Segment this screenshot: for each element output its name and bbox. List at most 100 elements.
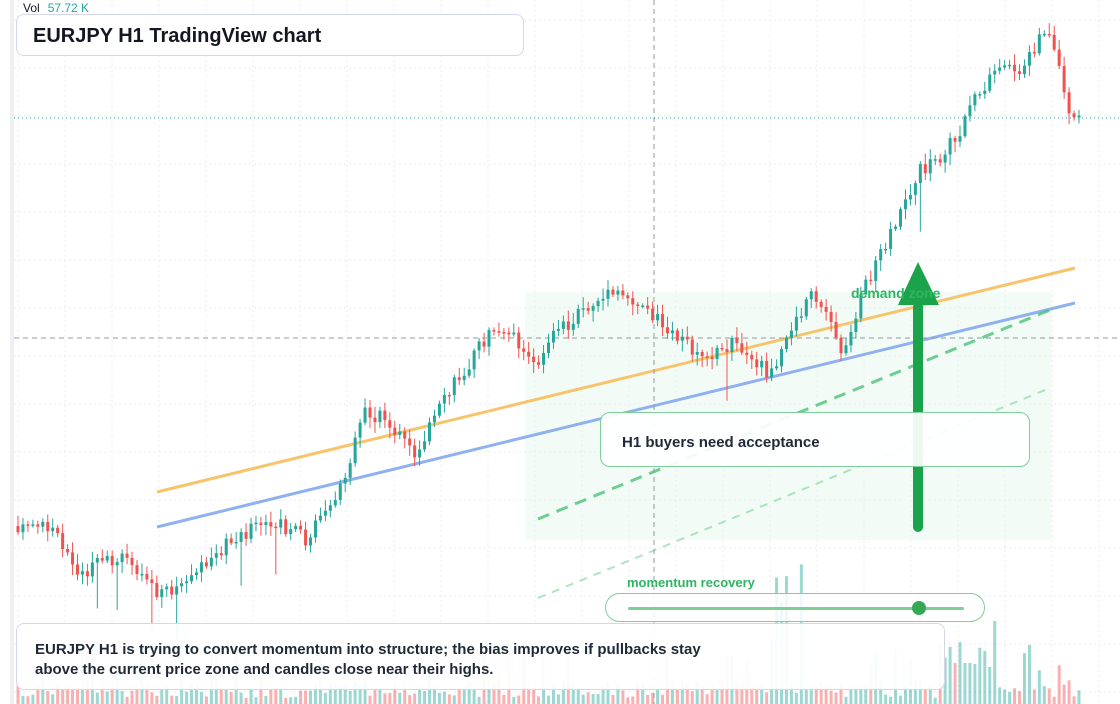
candle-body <box>56 527 60 534</box>
volume-bar <box>502 694 506 704</box>
candle-body <box>170 586 174 595</box>
candle-body <box>388 420 392 428</box>
volume-bar <box>963 663 967 704</box>
candle-body <box>140 573 144 576</box>
volume-bar <box>462 685 466 704</box>
volume-bar <box>130 690 134 704</box>
volume-bar <box>958 642 962 704</box>
volume-bar <box>1077 690 1081 704</box>
candle-body <box>289 529 293 535</box>
candle-body <box>943 154 947 163</box>
chart-title: EURJPY H1 TradingView chart <box>33 25 322 47</box>
candle-body <box>175 586 179 595</box>
candle-body <box>953 138 957 142</box>
candle-body <box>284 519 288 535</box>
volume-bar <box>651 692 655 704</box>
candle-body <box>130 557 134 566</box>
candle-body <box>566 321 570 330</box>
candle-body <box>561 321 565 329</box>
volume-bar <box>750 687 754 704</box>
volume-bar <box>1008 691 1012 704</box>
candle-body <box>527 351 531 357</box>
volume-bar <box>423 690 427 704</box>
candle-body <box>988 74 992 91</box>
candle-body <box>1072 113 1076 118</box>
volume-bar <box>765 692 769 704</box>
volume-bar <box>46 691 50 704</box>
volume-bar <box>95 692 99 704</box>
volume-bar <box>150 692 154 704</box>
volume-bar <box>918 680 922 704</box>
candle-body <box>1067 92 1071 114</box>
volume-bar <box>789 681 793 704</box>
candle-body <box>651 308 655 321</box>
buyers-note-card: H1 buyers need acceptance <box>600 412 1030 467</box>
candle-body <box>958 136 962 142</box>
volume-bar <box>304 690 308 704</box>
candle-body <box>670 330 674 334</box>
candle-body <box>770 368 774 378</box>
candle-body <box>804 299 808 317</box>
candle-body <box>80 571 84 575</box>
volume-bar <box>547 695 550 704</box>
candle-body <box>313 520 317 538</box>
volume-bar <box>452 695 456 704</box>
volume-bar <box>859 686 863 704</box>
candle-body <box>428 422 432 442</box>
volume-bar <box>760 682 764 704</box>
candle-body <box>432 415 436 423</box>
volume-bar <box>274 687 278 704</box>
candle-body <box>269 522 273 527</box>
volume-bar <box>988 666 992 704</box>
candle-body <box>765 360 769 378</box>
volume-bar <box>333 684 337 704</box>
candle-body <box>517 332 521 349</box>
candle-body <box>849 331 853 346</box>
candle-body <box>874 260 878 281</box>
volume-bar <box>596 693 600 704</box>
candle-body <box>581 308 585 310</box>
volume-bar <box>185 691 189 704</box>
candle-body <box>61 533 65 550</box>
volume-bar <box>368 695 372 704</box>
candle-body <box>834 321 838 338</box>
candle-body <box>794 316 798 331</box>
volume-bar <box>537 696 541 704</box>
volume-bar <box>998 687 1002 704</box>
volume-bar <box>26 696 30 704</box>
volume-bar <box>313 684 317 704</box>
volume-bar <box>408 695 412 704</box>
candle-body <box>1008 64 1012 67</box>
candle-body <box>928 159 932 174</box>
volume-bar <box>943 657 947 704</box>
candle-body <box>363 407 367 423</box>
candle-body <box>522 348 526 352</box>
momentum-track <box>628 607 964 610</box>
candle-body <box>403 431 407 439</box>
volume-bar <box>735 684 739 704</box>
candle-body <box>938 159 942 163</box>
candle-body <box>51 527 55 532</box>
volume-bar <box>269 688 273 704</box>
candle-body <box>447 394 451 397</box>
candle-body <box>824 306 828 312</box>
candle-body <box>894 226 898 229</box>
volume-bar <box>175 695 179 704</box>
volume-legend: Vol 57.72 K <box>23 1 89 15</box>
volume-bar <box>284 697 288 704</box>
volume-bar <box>591 694 595 704</box>
candle-body <box>661 314 665 328</box>
volume-bar <box>695 682 699 704</box>
volume-bar <box>432 686 436 704</box>
candle-body <box>829 311 833 322</box>
volume-bar <box>457 688 461 704</box>
candle-body <box>745 352 749 355</box>
candle-body <box>135 565 139 575</box>
volume-bar <box>710 685 714 704</box>
candle-body <box>665 327 669 334</box>
candle-body <box>1077 115 1081 118</box>
candle-body <box>740 343 744 353</box>
candle-body <box>71 552 75 565</box>
candle-body <box>750 354 754 360</box>
candle-body <box>621 290 625 296</box>
